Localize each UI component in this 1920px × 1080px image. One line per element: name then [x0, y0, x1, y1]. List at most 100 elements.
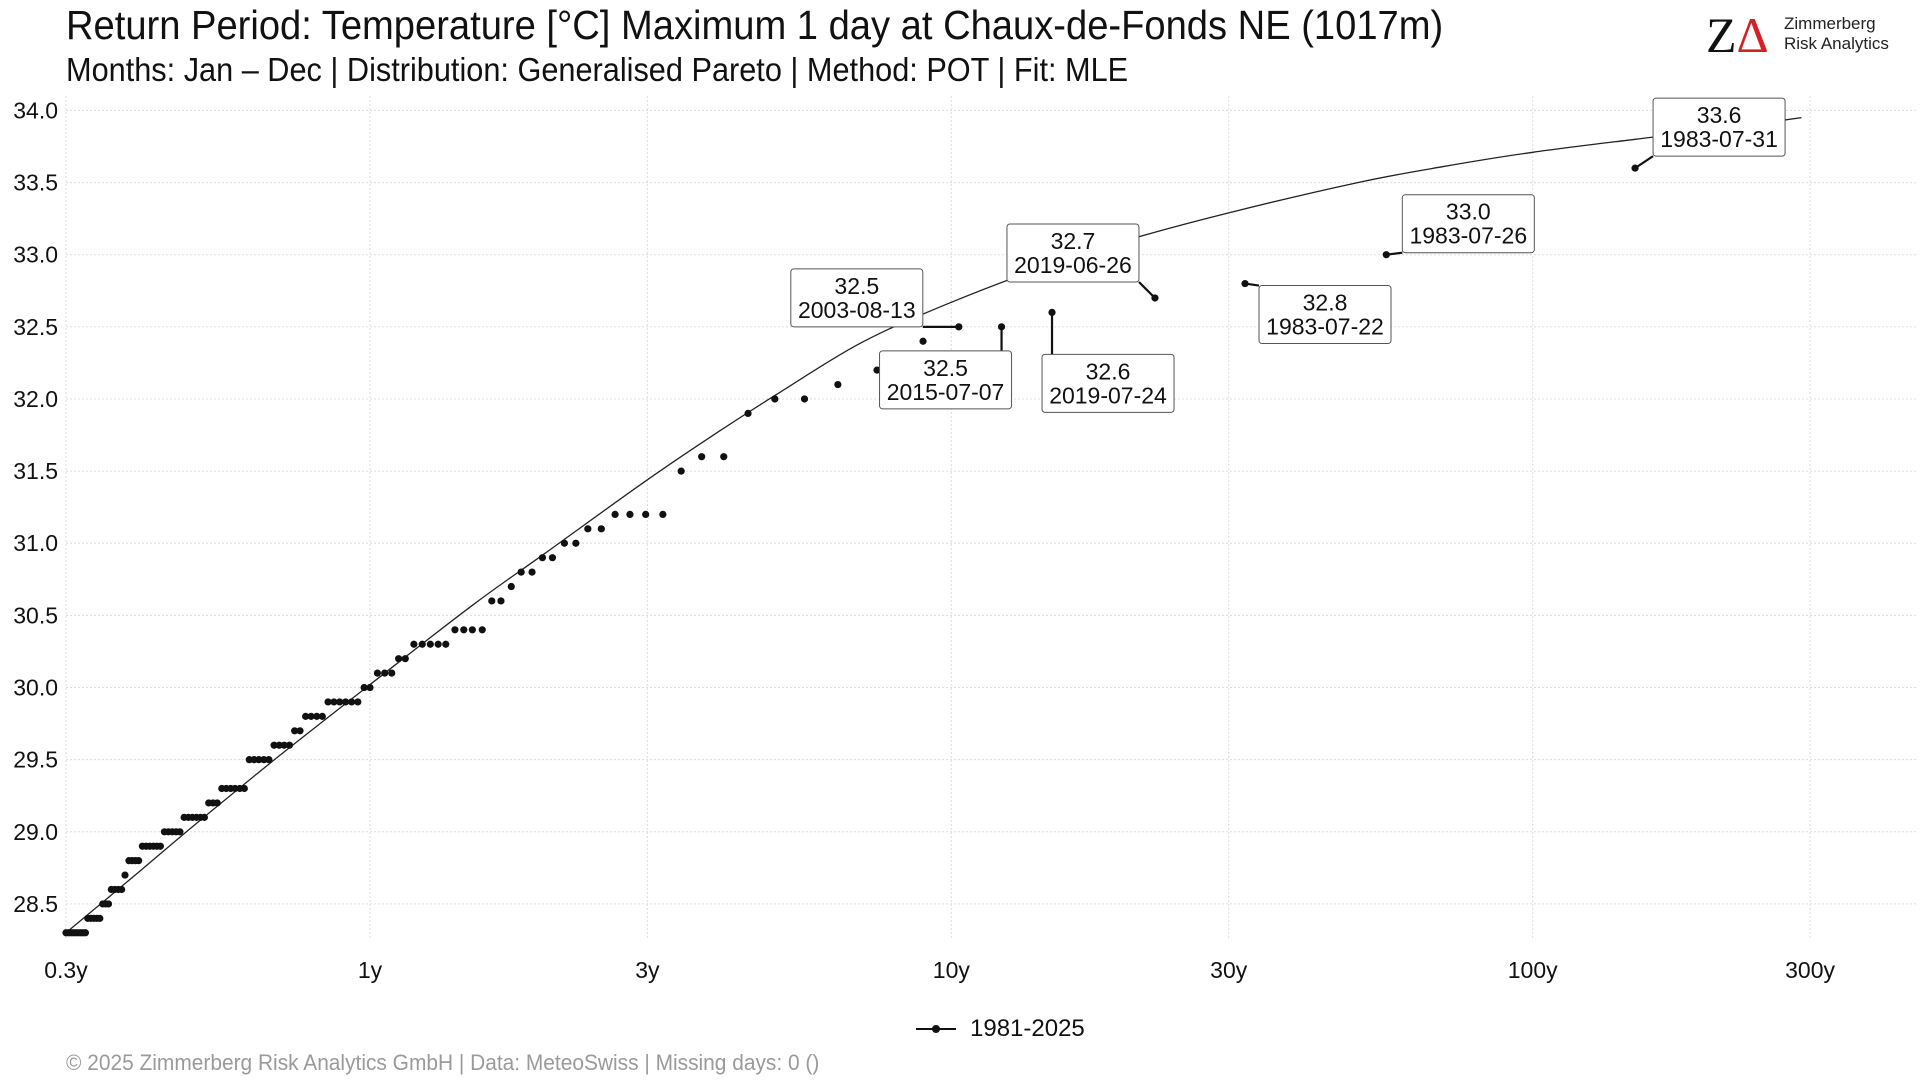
data-point	[488, 597, 495, 604]
x-tick-label: 100y	[1508, 957, 1558, 983]
data-point	[469, 626, 476, 633]
data-point	[720, 453, 727, 460]
data-point	[497, 597, 504, 604]
callout-value: 33.0	[1446, 199, 1491, 225]
data-point	[508, 583, 515, 590]
callout-date: 1983-07-22	[1266, 314, 1384, 340]
x-tick-label: 10y	[933, 957, 971, 983]
data-point	[659, 511, 666, 518]
data-point	[549, 554, 556, 561]
callout-leader	[1139, 282, 1155, 298]
legend-label: 1981-2025	[970, 1015, 1085, 1043]
callout-value: 32.6	[1086, 358, 1131, 384]
callout-date: 2019-07-24	[1049, 382, 1167, 408]
data-point	[402, 655, 409, 662]
data-point	[919, 338, 926, 345]
data-point	[121, 871, 128, 878]
data-point	[642, 511, 649, 518]
data-point	[572, 540, 579, 547]
data-point	[834, 381, 841, 388]
data-point	[435, 641, 442, 648]
callout-date: 2003-08-13	[798, 297, 916, 323]
x-tick-label: 300y	[1785, 957, 1835, 983]
y-tick-label: 32.0	[13, 386, 58, 412]
data-point	[410, 641, 417, 648]
footer-credits: © 2025 Zimmerberg Risk Analytics GmbH | …	[66, 1050, 819, 1076]
grid-lines	[66, 96, 1918, 940]
x-tick-label: 30y	[1210, 957, 1248, 983]
data-point	[744, 410, 751, 417]
callout-labels: 32.52003-08-1332.72019-06-2632.52015-07-…	[791, 98, 1785, 412]
callout-value: 32.8	[1303, 290, 1348, 316]
data-point	[451, 626, 458, 633]
data-point	[539, 554, 546, 561]
callout-value: 32.7	[1051, 228, 1096, 254]
callout-value: 33.6	[1697, 102, 1742, 128]
y-tick-label: 31.5	[13, 458, 58, 484]
data-point	[395, 655, 402, 662]
fit-curve-group	[66, 118, 1802, 933]
y-tick-label: 32.5	[13, 314, 58, 340]
x-tick-label: 1y	[358, 957, 383, 983]
legend: 1981-2025	[914, 1014, 1085, 1044]
data-point	[626, 511, 633, 518]
callout-date: 2015-07-07	[887, 379, 1005, 405]
x-axis: 0.3y 1y 3y 10y 30y 100y 300y	[44, 957, 1835, 983]
data-point	[265, 756, 272, 763]
data-point	[296, 727, 303, 734]
data-point	[381, 669, 388, 676]
data-point	[82, 929, 89, 936]
data-point	[584, 525, 591, 532]
callout: 32.62019-07-24	[1042, 312, 1174, 412]
y-axis: 28.529.029.530.030.531.031.532.032.533.0…	[13, 97, 58, 917]
y-tick-label: 28.5	[13, 891, 58, 917]
x-tick-label: 3y	[635, 957, 660, 983]
data-point	[771, 395, 778, 402]
y-tick-label: 29.5	[13, 747, 58, 773]
x-tick-label: 0.3y	[44, 957, 88, 983]
callout-date: 1983-07-26	[1409, 223, 1527, 249]
callout-date: 1983-07-31	[1660, 126, 1778, 152]
data-point	[214, 799, 221, 806]
data-point	[96, 915, 103, 922]
callout-value: 32.5	[923, 355, 968, 381]
y-tick-label: 30.0	[13, 675, 58, 701]
data-point	[698, 453, 705, 460]
data-point	[105, 900, 112, 907]
y-tick-label: 31.0	[13, 530, 58, 556]
data-point	[801, 395, 808, 402]
data-point	[388, 669, 395, 676]
callout: 32.52015-07-07	[880, 327, 1012, 409]
data-point	[598, 525, 605, 532]
data-point	[611, 511, 618, 518]
data-point	[241, 785, 248, 792]
y-tick-label: 33.0	[13, 242, 58, 268]
data-point	[366, 684, 373, 691]
data-point	[460, 626, 467, 633]
callout-leader	[1635, 156, 1653, 168]
data-point	[678, 468, 685, 475]
callout: 32.81983-07-22	[1245, 284, 1391, 344]
data-point	[201, 814, 208, 821]
data-point	[518, 569, 525, 576]
data-point	[354, 698, 361, 705]
data-point	[319, 713, 326, 720]
data-point	[419, 641, 426, 648]
data-point	[427, 641, 434, 648]
y-tick-label: 29.0	[13, 819, 58, 845]
fit-curve	[66, 118, 1802, 933]
callout-value: 32.5	[834, 273, 879, 299]
y-tick-label: 34.0	[13, 97, 58, 123]
legend-key-symbol	[914, 1014, 958, 1044]
data-point	[561, 540, 568, 547]
data-point	[176, 828, 183, 835]
data-point	[135, 857, 142, 864]
callout-date: 2019-06-26	[1014, 252, 1132, 278]
data-point	[157, 843, 164, 850]
data-point	[286, 742, 293, 749]
data-point	[442, 641, 449, 648]
data-point	[528, 569, 535, 576]
